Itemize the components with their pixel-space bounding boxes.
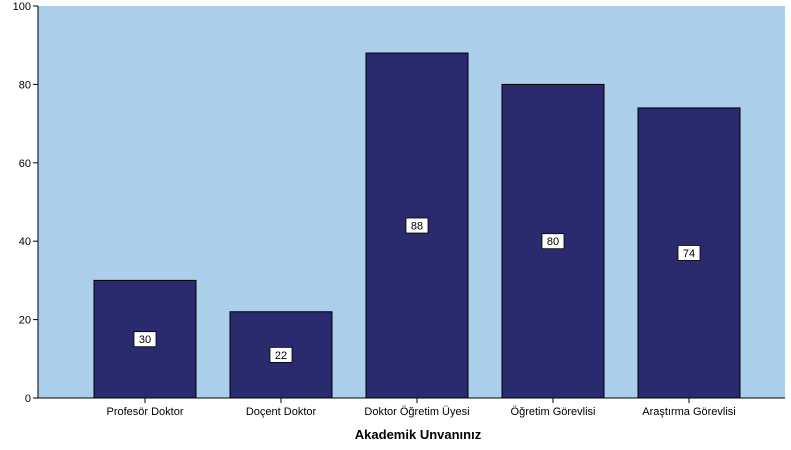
- x-tick-label: Doçent Doktor: [246, 406, 317, 418]
- data-label: 74: [683, 248, 695, 260]
- y-tick-label: 20: [19, 315, 31, 327]
- y-axis: 0 20 40 60 80 100: [13, 1, 39, 405]
- x-axis: Profesör Doktor Doçent Doktor Doktor Öğret…: [38, 397, 785, 418]
- y-tick-label: 100: [13, 1, 31, 13]
- data-label-box: [269, 346, 293, 363]
- data-label: 88: [411, 221, 423, 233]
- data-label-box: [405, 217, 429, 234]
- data-label: 30: [139, 334, 151, 346]
- y-tick-label: 40: [19, 236, 31, 248]
- bars-group: 30 22 88 80 74: [93, 52, 741, 399]
- x-tick-label: Doktor Öğretim Üyesi: [364, 406, 469, 418]
- y-tick-label: 80: [19, 79, 31, 91]
- data-label: 22: [275, 350, 287, 362]
- data-label-box: [677, 245, 701, 261]
- data-label-box: [133, 331, 157, 348]
- data-label: 80: [547, 236, 559, 248]
- x-axis-title: Akademik Unvanınız: [355, 427, 482, 442]
- y-tick-label: 0: [25, 393, 31, 405]
- x-tick-label: Profesör Doktor: [106, 406, 183, 418]
- x-tick-label: Öğretim Görevlisi: [511, 406, 596, 418]
- x-tick-label: Araştırma Görevlisi: [642, 406, 736, 418]
- data-label-box: [541, 233, 565, 250]
- y-tick-label: 60: [19, 158, 31, 170]
